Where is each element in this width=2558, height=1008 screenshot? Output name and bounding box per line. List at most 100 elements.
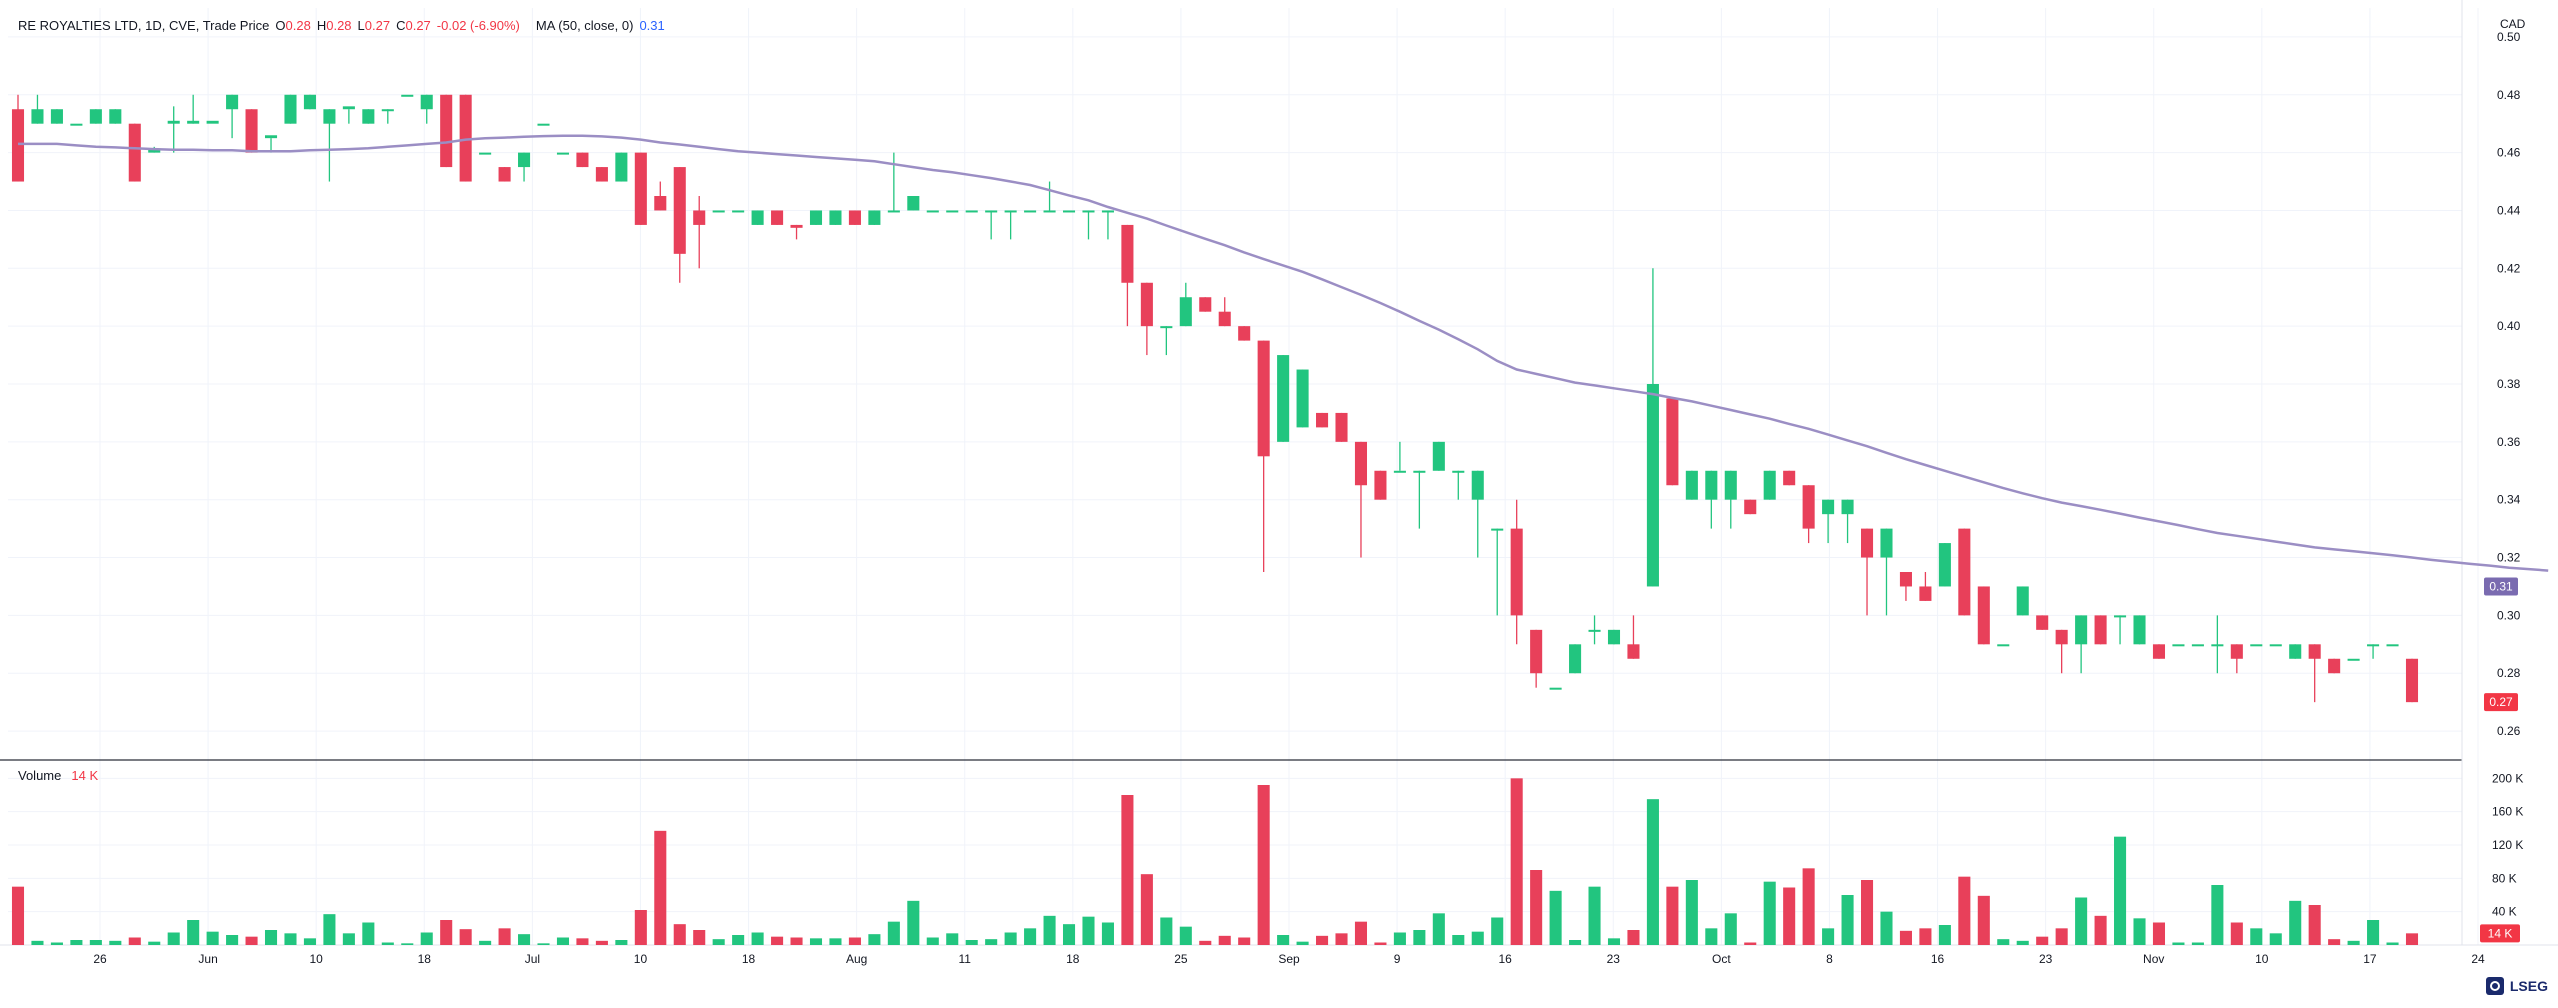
volume-tick-label: 160 K xyxy=(2492,805,2523,819)
candle-body xyxy=(985,210,998,213)
time-tick-label: 24 xyxy=(2471,952,2485,966)
candle-body xyxy=(1822,499,1835,515)
candle-body xyxy=(245,109,258,153)
volume-bar xyxy=(809,938,823,945)
low-label: L0.27 xyxy=(357,18,391,33)
open-label: O0.28 xyxy=(275,18,311,33)
volume-bar xyxy=(946,933,959,945)
candle-body xyxy=(381,109,394,112)
volume-bar xyxy=(1705,928,1718,945)
candle-body xyxy=(2405,658,2419,703)
volume-bar xyxy=(2230,922,2243,945)
volume-bar xyxy=(1452,935,1465,945)
volume-bar xyxy=(2269,933,2282,945)
candle-body xyxy=(907,196,920,211)
candle-body xyxy=(2250,644,2263,647)
candle-body xyxy=(1062,210,1076,213)
candle-body xyxy=(751,210,764,225)
candle-body xyxy=(1432,441,1445,471)
candle-body xyxy=(2211,644,2224,647)
volume-bar xyxy=(1238,937,1251,945)
volume-bar xyxy=(1413,930,1426,945)
candle-body xyxy=(284,94,297,124)
currency-label: CAD xyxy=(2500,17,2526,31)
candle-body xyxy=(634,152,647,225)
volume-bar xyxy=(654,830,667,945)
candle-body xyxy=(2016,586,2029,616)
volume-bar xyxy=(2036,936,2049,945)
candle-body xyxy=(518,152,531,168)
candle-body xyxy=(1685,470,1698,500)
time-tick-label: 18 xyxy=(1066,952,1080,966)
candle-body xyxy=(1374,470,1387,500)
candle-body xyxy=(70,123,83,126)
candle-body xyxy=(440,94,453,168)
candle-body xyxy=(1880,528,1893,558)
volume-bar xyxy=(1004,932,1017,945)
price-tick-label: 0.48 xyxy=(2497,88,2521,102)
candle-body xyxy=(1763,470,1776,500)
price-tick-label: 0.28 xyxy=(2497,666,2521,680)
volume-bar xyxy=(1627,930,1640,945)
volume-bar xyxy=(1160,917,1173,945)
volume-bar xyxy=(1257,785,1270,945)
volume-bar xyxy=(2114,836,2127,945)
candle-body xyxy=(401,94,414,97)
candle-body xyxy=(1783,470,1796,486)
lseg-logo-text: LSEG xyxy=(2509,978,2548,994)
volume-bar xyxy=(2016,940,2029,945)
candle-body xyxy=(1646,384,1659,587)
volume-bar xyxy=(1491,917,1504,945)
volume-bar xyxy=(2055,928,2068,945)
volume-bar xyxy=(1607,938,1621,945)
candle-body xyxy=(89,109,102,124)
candle-body xyxy=(420,94,433,110)
volume-bar xyxy=(1860,880,1874,945)
volume-bar xyxy=(2367,920,2380,945)
volume-bar xyxy=(1569,940,1582,945)
volume-bar xyxy=(1374,942,1387,945)
volume-bar xyxy=(1997,939,2010,945)
candle-body xyxy=(206,120,219,124)
volume-bar xyxy=(1646,799,1659,945)
price-tick-label: 0.38 xyxy=(2497,377,2521,391)
volume-bar xyxy=(1666,886,1679,945)
volume-bar xyxy=(1296,941,1309,945)
volume-bar xyxy=(829,938,842,945)
volume-bar xyxy=(2386,942,2399,945)
volume-bar xyxy=(1763,881,1776,945)
volume-bar xyxy=(926,937,939,945)
candle-body xyxy=(1588,629,1601,632)
candle-body xyxy=(2191,644,2204,647)
change-value: -0.02 (-6.90%) xyxy=(436,18,520,33)
candle-body xyxy=(1199,297,1212,312)
candle-body xyxy=(537,123,550,126)
candle-body xyxy=(167,120,180,124)
last-price-tag xyxy=(2484,693,2518,712)
volume-bar xyxy=(576,938,589,945)
candle-body xyxy=(498,167,511,182)
candle-body xyxy=(459,94,472,182)
candle-body xyxy=(1296,369,1309,428)
volume-bar xyxy=(2289,900,2302,945)
volume-bar xyxy=(1724,913,1737,945)
volume-bar xyxy=(498,928,511,945)
candle-body xyxy=(868,210,881,225)
volume-bar xyxy=(2152,922,2166,945)
volume-bar xyxy=(303,938,316,945)
lseg-logo[interactable]: LSEG xyxy=(2485,977,2548,995)
volume-bar xyxy=(1685,880,1698,945)
candle-body xyxy=(809,210,823,225)
price-tick-label: 0.36 xyxy=(2497,435,2521,449)
candle-body xyxy=(946,210,959,213)
candle-body xyxy=(654,196,667,211)
candle-body xyxy=(1160,326,1173,329)
volume-bar xyxy=(1179,926,1192,945)
volume-bar xyxy=(70,940,83,945)
volume-bar xyxy=(420,932,433,945)
volume-bar xyxy=(2347,940,2360,945)
volume-bar xyxy=(1393,932,1406,945)
volume-bar xyxy=(1510,778,1523,945)
